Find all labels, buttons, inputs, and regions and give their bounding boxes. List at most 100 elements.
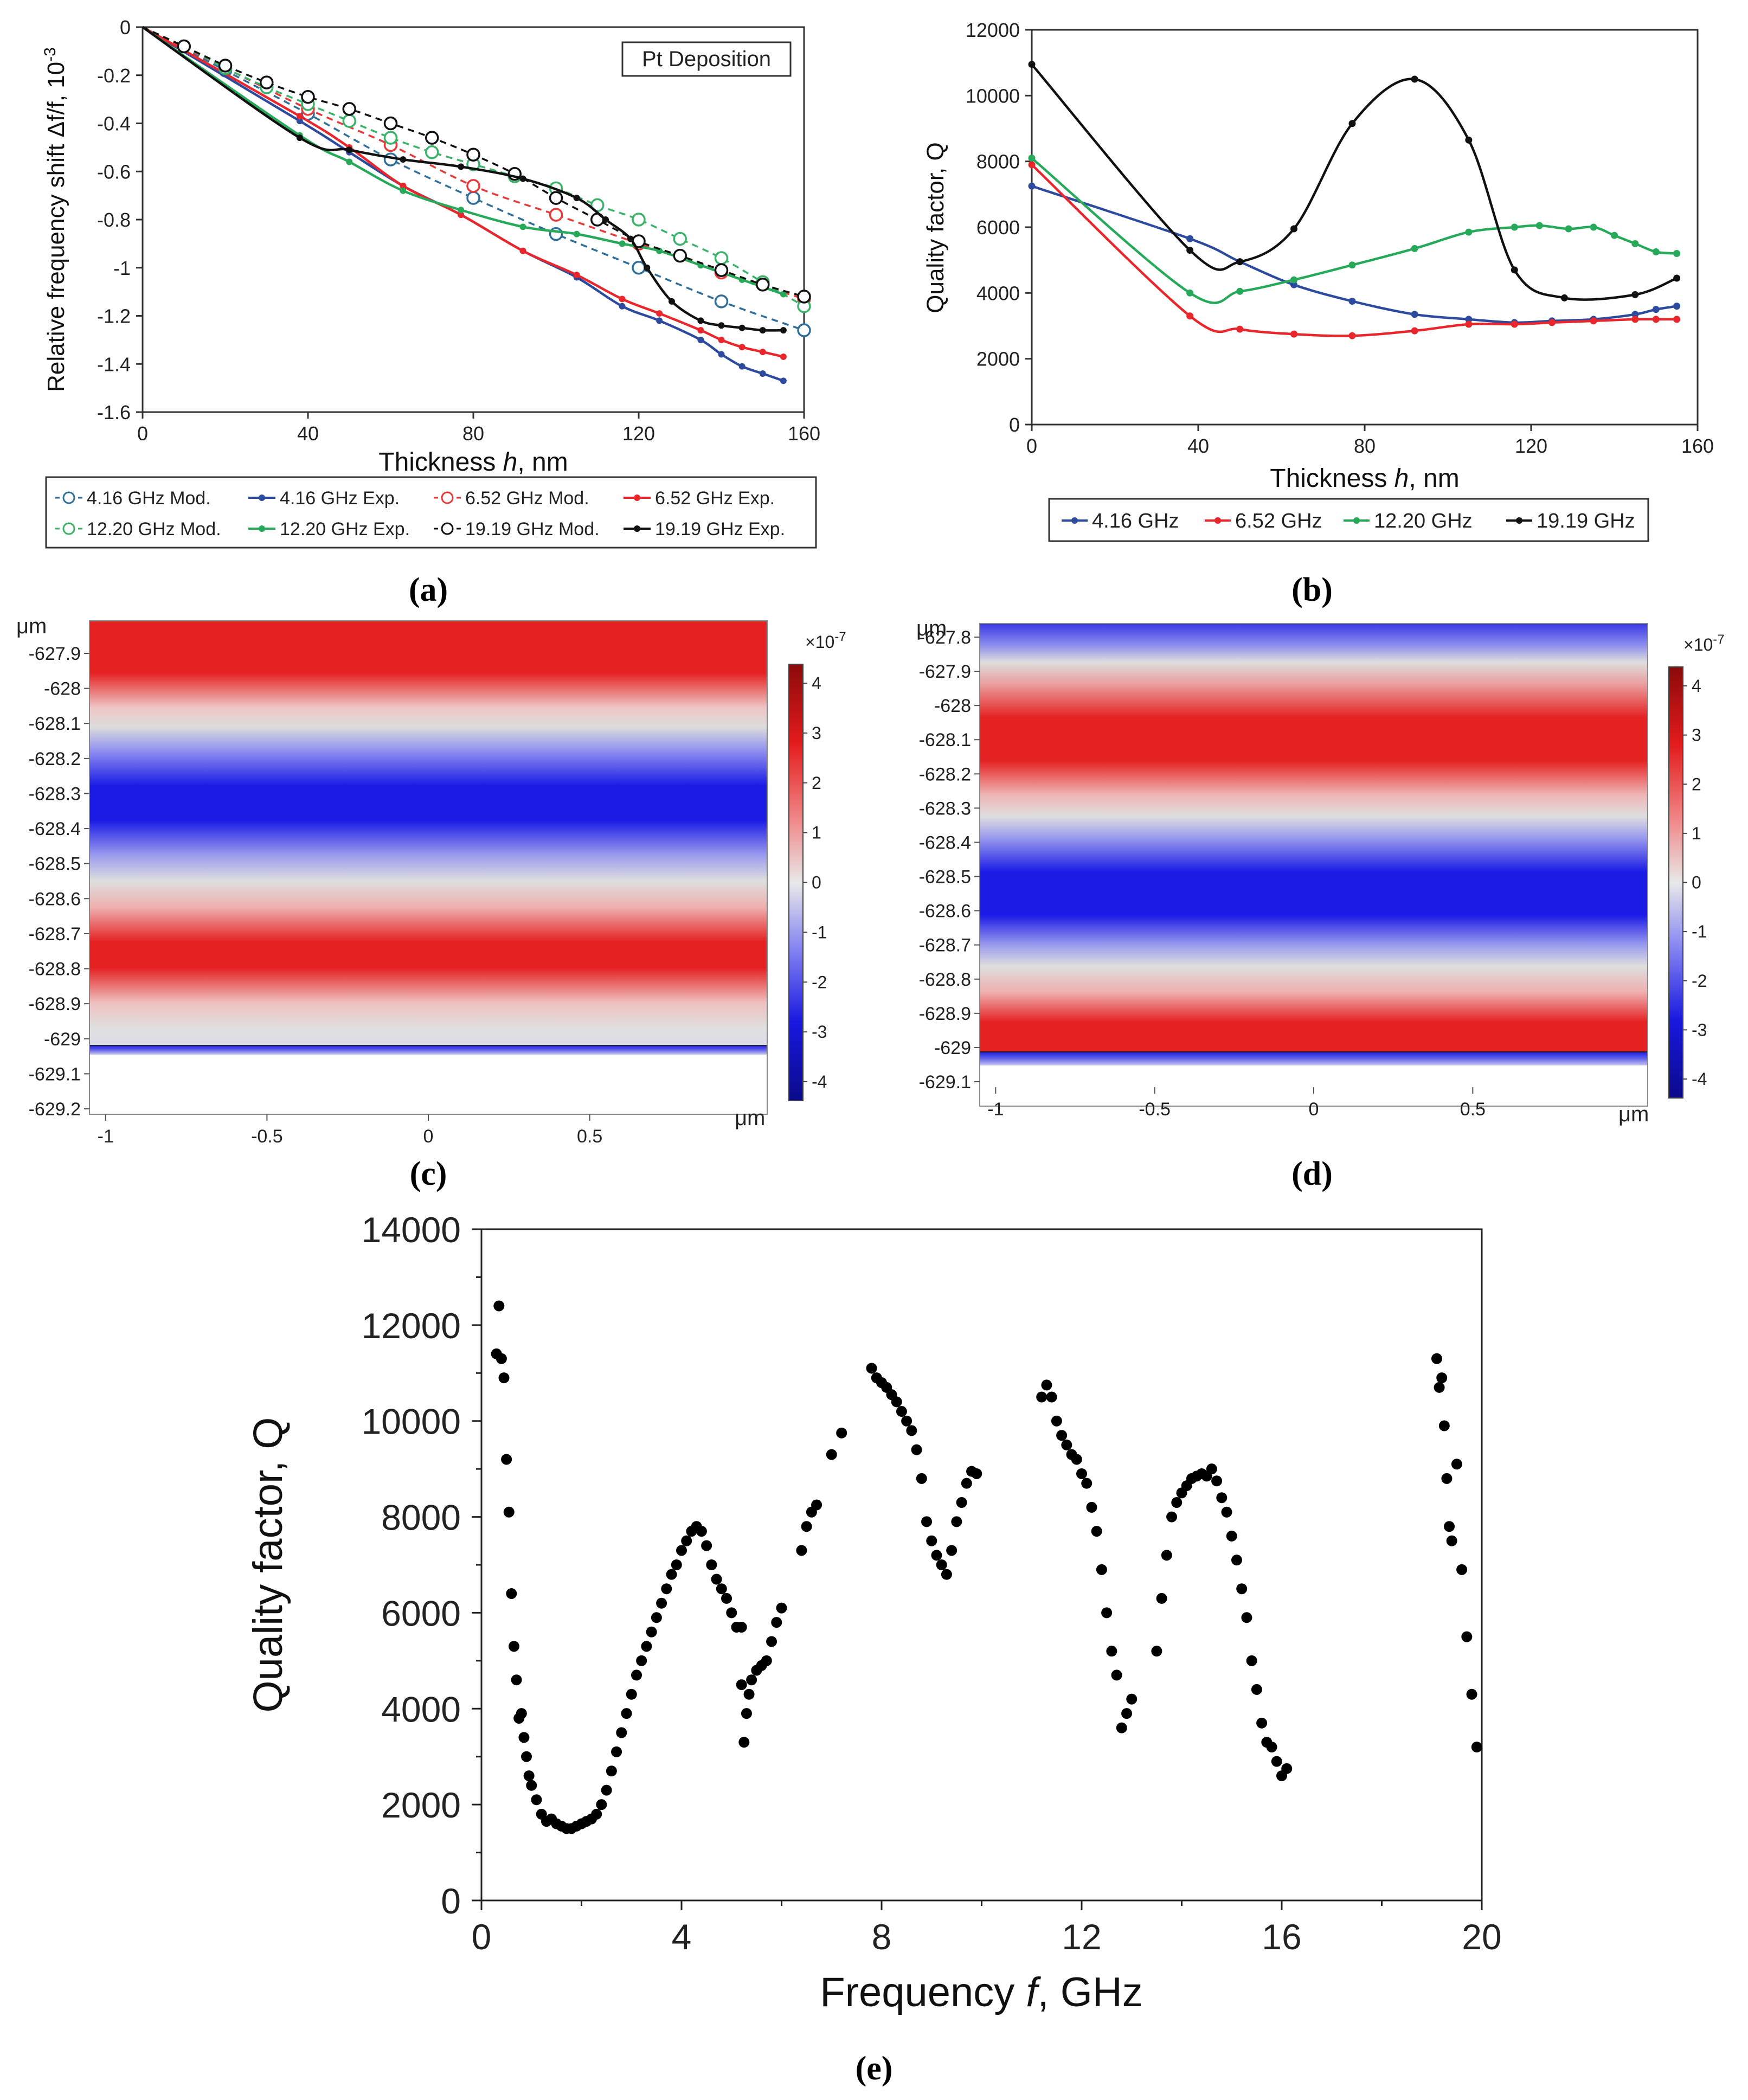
panel-b-point bbox=[1186, 246, 1194, 254]
panel-b-point bbox=[1411, 311, 1418, 318]
panel-a-legend-marker bbox=[259, 525, 265, 532]
panel-label-c: (c) bbox=[410, 1155, 447, 1192]
panel-a-ytick-label: -1.6 bbox=[97, 401, 131, 423]
panel-a-point bbox=[342, 114, 356, 128]
panel-d-ytick-label: -628.5 bbox=[919, 867, 971, 888]
panel-c-xunit: μm bbox=[735, 1106, 765, 1130]
panel-e-point bbox=[1471, 1742, 1482, 1753]
panel-d-frame bbox=[979, 623, 1648, 1107]
panel-c-cbar-tick-label: -2 bbox=[812, 972, 827, 992]
panel-b-xtick-label: 0 bbox=[1026, 435, 1037, 457]
panel-d-cbar-tick-label: -1 bbox=[1692, 922, 1707, 941]
panel-b-legend-marker bbox=[1214, 517, 1221, 524]
panel-e-point bbox=[661, 1583, 672, 1595]
panel-b-legend-item: 12.20 GHz bbox=[1344, 510, 1473, 532]
panel-b-ytick-label: 4000 bbox=[976, 282, 1020, 304]
panel-c-ytick-label: -628 bbox=[44, 679, 81, 699]
panel-a-legend-marker bbox=[62, 522, 75, 535]
panel-e-point bbox=[666, 1569, 677, 1580]
panel-a-point bbox=[466, 147, 480, 162]
panel-a-point bbox=[718, 336, 725, 343]
panel-e-point bbox=[1241, 1612, 1252, 1623]
panel-e-point bbox=[523, 1770, 535, 1782]
panel-e-point bbox=[1456, 1564, 1468, 1575]
panel-d-ytick-label: -628.3 bbox=[919, 798, 971, 819]
panel-a-legend-label: 12.20 GHz Mod. bbox=[87, 519, 221, 540]
panel-a-point bbox=[619, 303, 626, 310]
panel-d-ytick-label: -628.4 bbox=[919, 832, 971, 853]
panel-b-point bbox=[1465, 136, 1473, 144]
panel-e-point bbox=[1151, 1646, 1162, 1657]
panel-e-point bbox=[1266, 1742, 1277, 1753]
panel-b-point bbox=[1673, 274, 1681, 282]
panel-a-ytick-label: -1.2 bbox=[97, 305, 131, 327]
panel-a-point bbox=[759, 370, 766, 377]
panel-e-point bbox=[1061, 1439, 1072, 1450]
panel-d-xtick-label: -0.5 bbox=[1139, 1099, 1171, 1120]
panel-b-legend-label: 4.16 GHz bbox=[1092, 510, 1179, 532]
panel-a-xtick-label: 120 bbox=[622, 422, 655, 445]
panel-b-series-3 bbox=[1028, 61, 1681, 301]
panel-a-point bbox=[644, 264, 651, 271]
panel-c-ytick-label: -628.6 bbox=[29, 889, 81, 909]
panel-a-point bbox=[669, 298, 675, 305]
panel-a-point bbox=[632, 261, 646, 275]
panel-a-xtick-label: 160 bbox=[788, 422, 820, 445]
panel-e-point bbox=[506, 1588, 517, 1600]
panel-e-point bbox=[641, 1641, 652, 1652]
panel-e-point bbox=[701, 1540, 712, 1551]
panel-b-point bbox=[1590, 223, 1597, 231]
panel-e-point bbox=[1438, 1420, 1450, 1431]
panel-a-point bbox=[656, 317, 663, 324]
panel-b-point bbox=[1348, 298, 1356, 305]
panel-d-ytick-label: -628.8 bbox=[919, 969, 971, 990]
panel-e-point bbox=[493, 1300, 505, 1312]
panel-a-ytick-label: -0.8 bbox=[97, 209, 131, 231]
panel-e-point bbox=[1051, 1415, 1062, 1427]
panel-e-point bbox=[1046, 1391, 1057, 1403]
panel-a-series-line bbox=[142, 26, 784, 358]
panel-b-point bbox=[1652, 248, 1660, 255]
panel-e-point bbox=[1461, 1631, 1473, 1642]
panel-d-ytick-label: -628.1 bbox=[919, 730, 971, 750]
panel-e-point bbox=[1056, 1430, 1068, 1441]
panel-e-point bbox=[656, 1597, 667, 1609]
panel-b-point bbox=[1411, 245, 1418, 252]
panel-e-point bbox=[946, 1545, 957, 1556]
panel-a-point bbox=[296, 134, 303, 142]
panel-a-legend-item: 12.20 GHz Mod. bbox=[55, 519, 221, 540]
panel-a-ytick-label: 0 bbox=[120, 16, 131, 38]
panel-a-point bbox=[738, 324, 746, 331]
panel-b-legend-marker bbox=[1516, 517, 1522, 524]
panel-a-legend-marker bbox=[441, 522, 454, 535]
panel-e-point bbox=[896, 1406, 907, 1417]
panel-e-ytick-label: 6000 bbox=[381, 1593, 461, 1633]
panel-e-ytick-label: 4000 bbox=[381, 1689, 461, 1729]
panel-a-ytick-label: -0.2 bbox=[97, 65, 131, 87]
panel-c-xtick-label: -1 bbox=[98, 1126, 114, 1147]
panel-e-point bbox=[646, 1626, 657, 1637]
panel-b-point bbox=[1511, 320, 1518, 328]
panel-a-legend-marker bbox=[62, 491, 75, 504]
panel-a-point bbox=[383, 131, 398, 145]
panel-a-point bbox=[714, 294, 729, 309]
panel-a-point bbox=[425, 131, 439, 145]
panel-a-point bbox=[780, 377, 787, 384]
panel-e-point bbox=[891, 1396, 902, 1408]
panel-b-point bbox=[1611, 232, 1618, 239]
panel-b-series-1 bbox=[1028, 161, 1681, 339]
panel-a-point bbox=[697, 317, 704, 324]
panel-e-point bbox=[726, 1607, 737, 1619]
panel-e-point bbox=[743, 1688, 755, 1700]
panel-b-ytick-label: 0 bbox=[1009, 414, 1020, 436]
panel-b-point bbox=[1673, 250, 1681, 258]
panel-b-series-2 bbox=[1028, 155, 1681, 304]
panel-b-point bbox=[1652, 306, 1660, 313]
panel-e-point bbox=[721, 1592, 732, 1604]
panel-e-point bbox=[1166, 1511, 1178, 1523]
panel-b-legend-item: 4.16 GHz bbox=[1062, 510, 1179, 532]
panel-c-cbar-tick-label: -4 bbox=[812, 1072, 827, 1091]
panel-b-xtick-label: 80 bbox=[1354, 435, 1376, 457]
panel-b-xtick-label: 40 bbox=[1187, 435, 1209, 457]
panel-b-point bbox=[1236, 258, 1244, 266]
